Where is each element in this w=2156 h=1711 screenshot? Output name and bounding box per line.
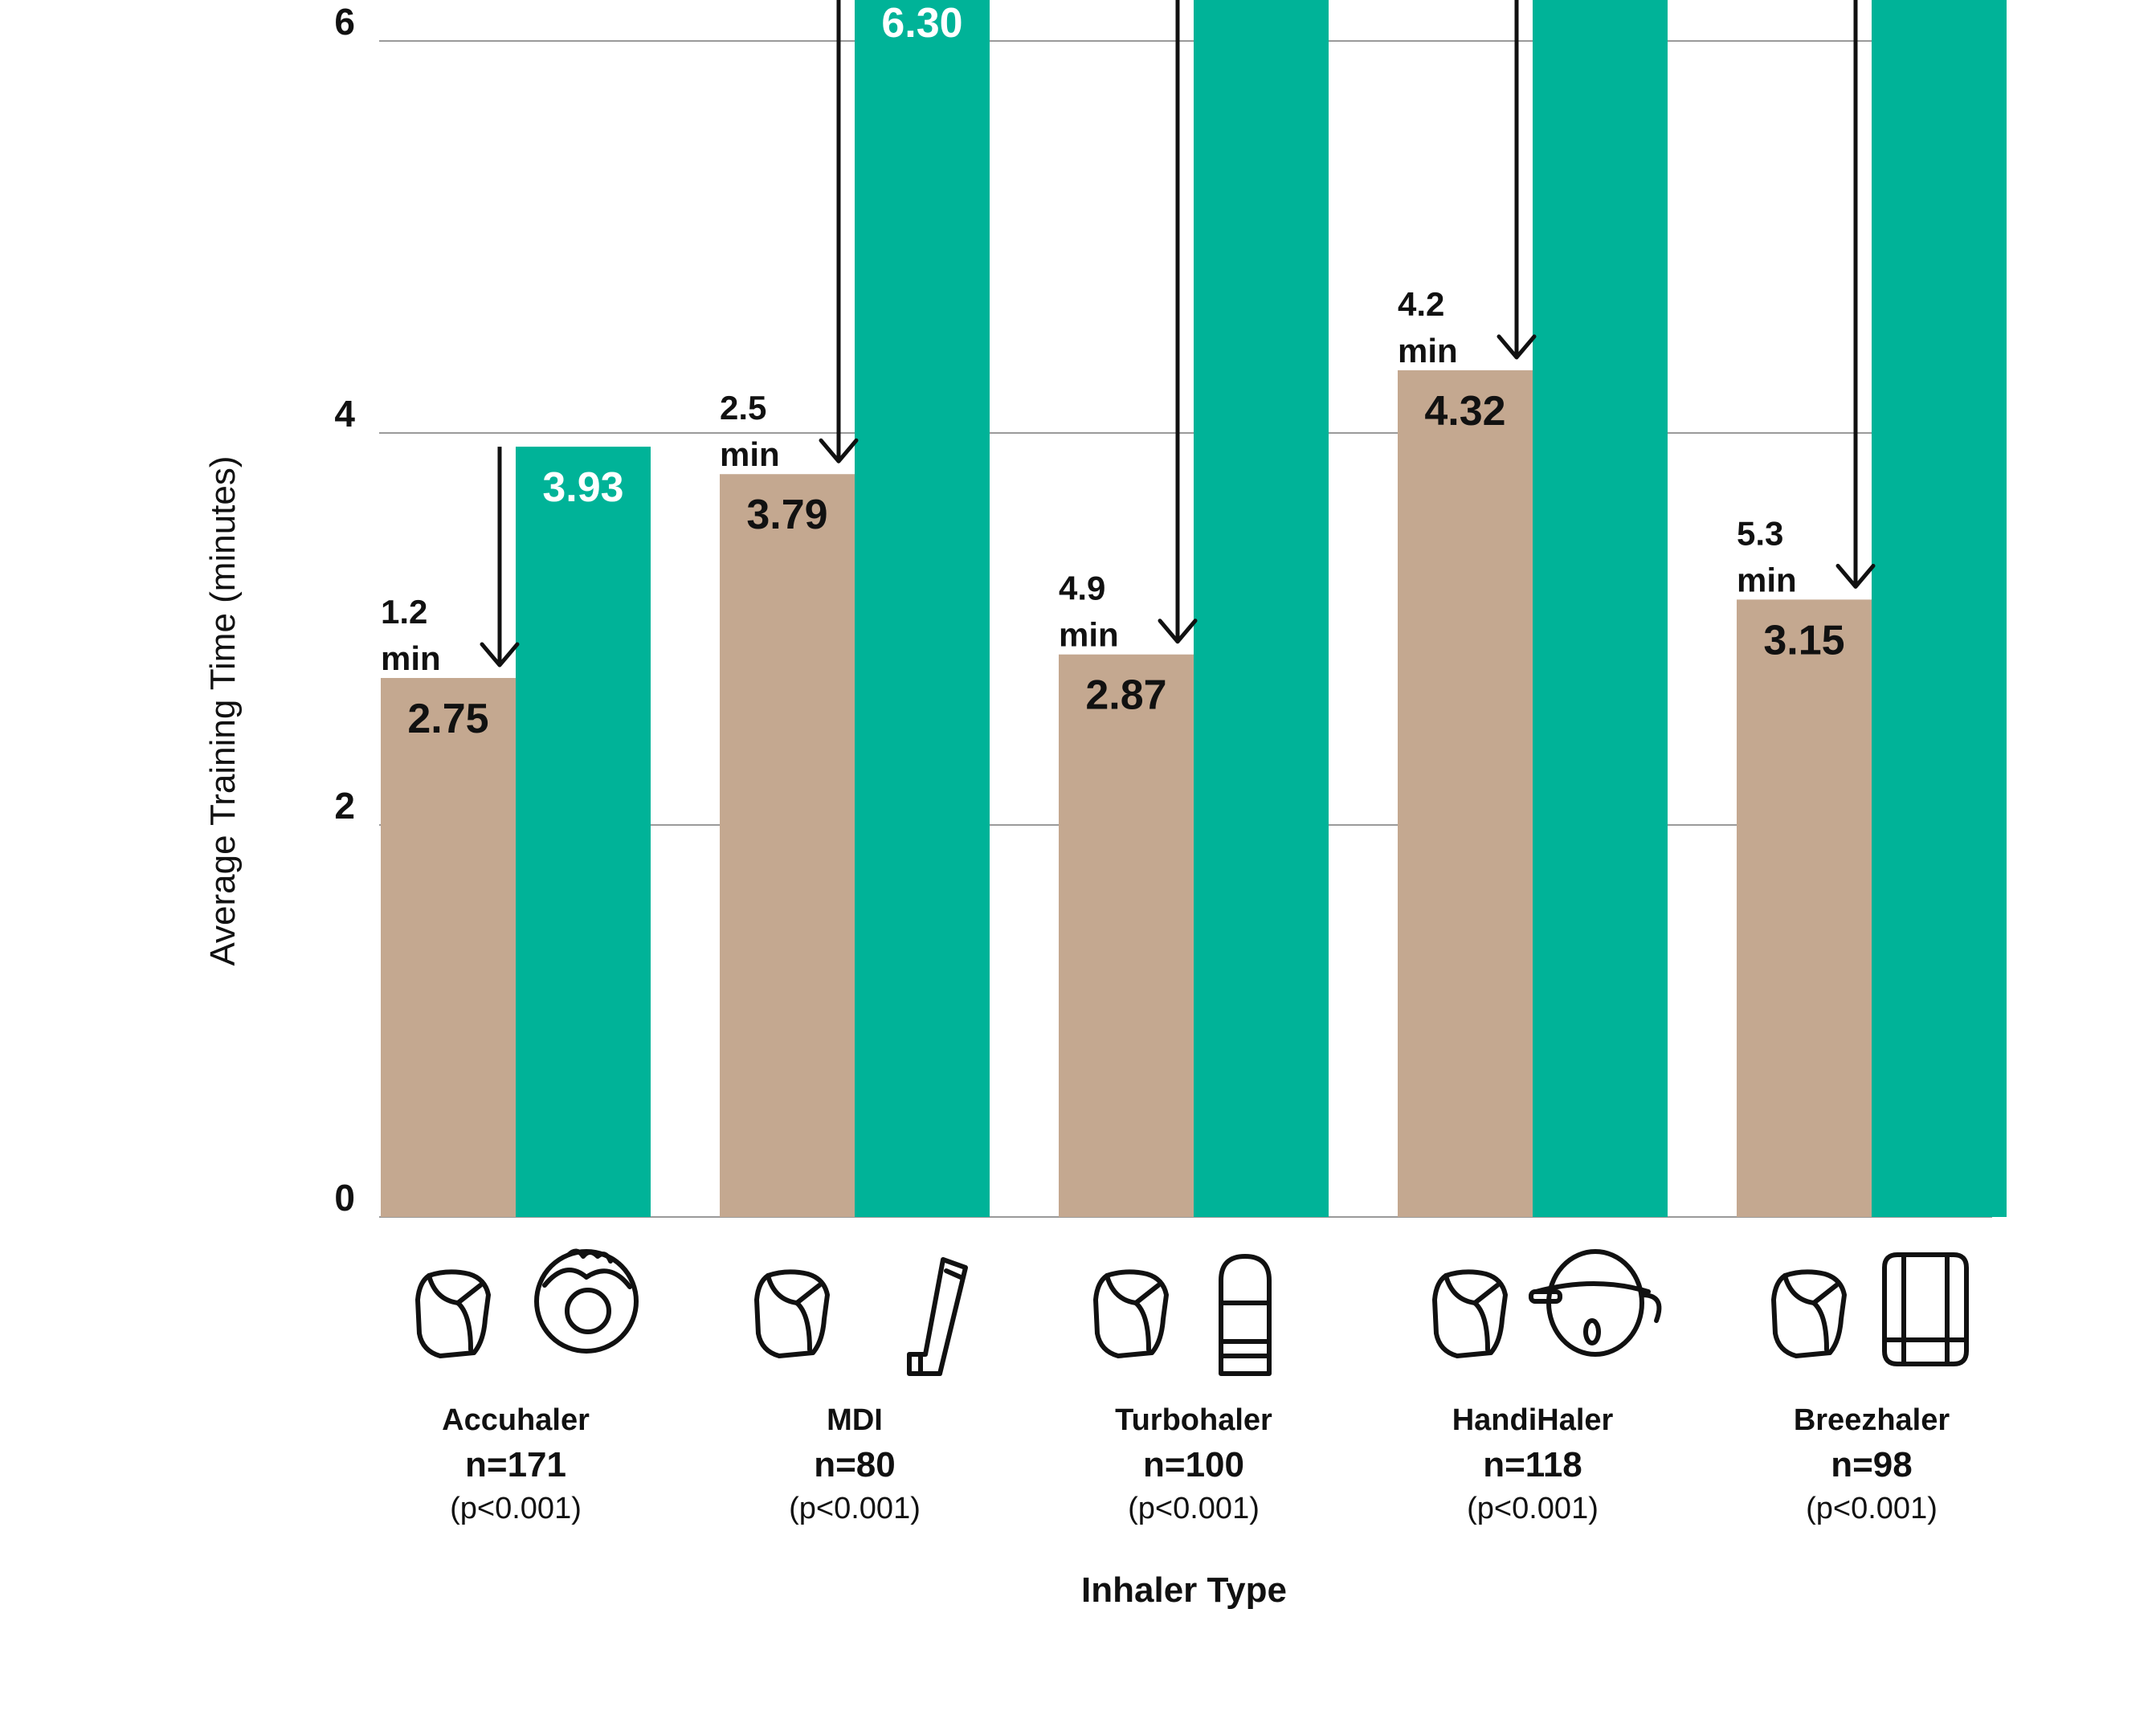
icon-detail — [1529, 1289, 1562, 1304]
difference-unit: min — [1398, 332, 1458, 370]
category-name: MDI — [827, 1403, 883, 1437]
icon-detail — [944, 1268, 963, 1280]
icon-detail — [766, 1273, 822, 1305]
bars: 2.753.933.796.302.877.804.328.503.158.44 — [381, 0, 2007, 1218]
icon-outline — [534, 1249, 639, 1354]
bar-comparison — [1533, 0, 1668, 1217]
category-name: Accuhaler — [442, 1403, 590, 1437]
category-sample-size: n=118 — [1483, 1445, 1582, 1484]
icon-detail — [566, 1248, 613, 1264]
bar-comparison — [1194, 0, 1329, 1217]
icon-detail — [1583, 1318, 1601, 1346]
category-p-value: (p<0.001) — [789, 1492, 921, 1525]
arrow-head — [1158, 619, 1198, 644]
category-name: Breezhaler — [1794, 1403, 1950, 1437]
icon-outline — [1432, 1269, 1508, 1358]
bar-baseline — [1398, 370, 1533, 1217]
data-label: 3.79 — [746, 492, 827, 538]
category-p-value: (p<0.001) — [1128, 1492, 1260, 1525]
data-label: 2.75 — [407, 696, 488, 742]
y-axis-label: Average Training Time (minutes) — [203, 455, 243, 966]
turbohaler-icon — [1219, 1254, 1272, 1376]
category-sample-size: n=171 — [465, 1445, 566, 1484]
arrow-head — [1835, 563, 1876, 589]
category-p-value: (p<0.001) — [1467, 1492, 1599, 1525]
category-labels: Accuhaler n=171 (p<0.001) MDI n=80 (p<0.001) T… — [442, 1403, 1950, 1525]
bar-baseline — [1737, 599, 1872, 1217]
difference-unit: min — [1059, 616, 1119, 654]
category-name: Turbohaler — [1115, 1403, 1272, 1437]
icon-detail — [1639, 1292, 1662, 1323]
handihaler-icon — [1529, 1249, 1662, 1357]
category-sample-size: n=80 — [814, 1445, 896, 1484]
icon-detail — [1533, 1281, 1651, 1294]
arrows: 1.2 min 2.5 min 4.9 min 4.2 min 5.3 min — [381, 0, 1876, 677]
inhaler-icons — [415, 1248, 1969, 1376]
icon-outline — [754, 1269, 830, 1358]
icon-detail — [1472, 1301, 1490, 1352]
difference-label: 4.2 — [1398, 285, 1444, 323]
arrow-head — [819, 438, 859, 463]
icon-detail — [542, 1268, 632, 1289]
category-p-value: (p<0.001) — [450, 1492, 582, 1525]
icon-detail — [455, 1301, 473, 1352]
icon-outline — [1771, 1269, 1847, 1358]
y-axis-ticks: 0246810 — [334, 1, 355, 1219]
difference-label: 1.2 — [381, 593, 427, 631]
arrow-head — [1497, 334, 1537, 360]
inhaler-icon — [754, 1269, 830, 1358]
arrow-head — [480, 642, 520, 668]
icon-detail — [794, 1301, 812, 1352]
icon-outline — [1219, 1254, 1272, 1376]
data-label: 3.93 — [542, 464, 623, 511]
data-label: 3.15 — [1763, 617, 1844, 664]
y-tick-label: 2 — [334, 785, 355, 827]
icon-detail — [1782, 1273, 1839, 1305]
inhaler-icon — [415, 1269, 491, 1358]
data-label: 2.87 — [1085, 672, 1166, 719]
icon-detail — [1133, 1301, 1151, 1352]
icon-outline — [1882, 1252, 1969, 1366]
icon-outline — [1093, 1269, 1169, 1358]
bar-comparison — [516, 447, 651, 1217]
bar-baseline — [720, 474, 855, 1217]
bar-baseline — [1059, 654, 1194, 1217]
icon-detail — [1443, 1273, 1500, 1305]
icon-outline — [415, 1269, 491, 1358]
category-sample-size: n=98 — [1831, 1445, 1913, 1484]
y-tick-label: 0 — [334, 1177, 355, 1219]
bar-baseline — [381, 678, 516, 1217]
breezhaler-icon — [1882, 1252, 1969, 1366]
difference-unit: min — [720, 435, 780, 473]
difference-unit: min — [381, 639, 441, 677]
icon-detail — [1105, 1273, 1161, 1305]
bar-comparison — [855, 0, 990, 1217]
inhaler-icon — [1771, 1269, 1847, 1358]
icon-outline — [907, 1257, 968, 1376]
icon-detail — [1811, 1301, 1829, 1352]
difference-label: 4.9 — [1059, 570, 1105, 607]
icon-detail — [427, 1273, 483, 1305]
difference-label: 5.3 — [1737, 514, 1783, 552]
category-p-value: (p<0.001) — [1806, 1492, 1938, 1525]
inhaler-icon — [1093, 1269, 1169, 1358]
bar-comparison — [1872, 0, 2007, 1218]
y-tick-label: 4 — [334, 393, 355, 435]
y-tick-label: 6 — [334, 1, 355, 43]
inhaler-icon — [1432, 1269, 1508, 1358]
category-sample-size: n=100 — [1143, 1445, 1244, 1484]
accuhaler-icon — [534, 1248, 639, 1354]
icon-detail — [565, 1288, 611, 1334]
difference-label: 2.5 — [720, 389, 766, 427]
x-axis-label: Inhaler Type — [1081, 1570, 1287, 1610]
difference-unit: min — [1737, 561, 1797, 598]
data-label: 6.30 — [881, 0, 962, 47]
data-label: 4.32 — [1424, 388, 1505, 435]
category-name: HandiHaler — [1452, 1403, 1614, 1437]
mdi-icon — [907, 1257, 968, 1376]
